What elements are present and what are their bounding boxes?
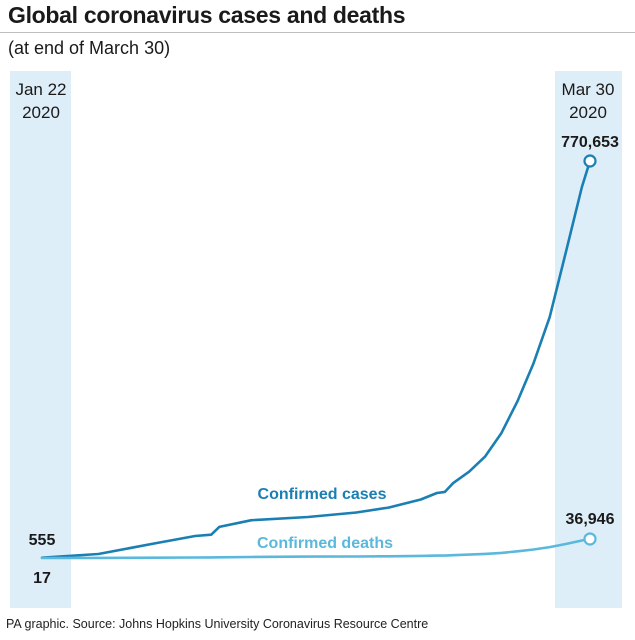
- deaths-end-marker: [583, 532, 597, 546]
- cases-end-marker: [583, 154, 597, 168]
- start-date-band: [10, 71, 71, 608]
- chart-title: Global coronavirus cases and deaths: [8, 2, 406, 28]
- source-note: PA graphic. Source: Johns Hopkins Univer…: [6, 617, 429, 631]
- confirmed-cases-label: Confirmed cases: [258, 486, 387, 503]
- cases-end-value: 770,653: [561, 134, 619, 151]
- start-date-month: Jan 22: [15, 80, 66, 99]
- end-date-month: Mar 30: [562, 80, 615, 99]
- deaths-end-value: 36,946: [566, 511, 615, 528]
- start-date-year: 2020: [22, 103, 60, 122]
- chart-subtitle: (at end of March 30): [8, 38, 171, 58]
- cases-start-value: 555: [29, 532, 56, 549]
- end-date-year: 2020: [569, 103, 607, 122]
- confirmed-deaths-line: [40, 537, 592, 560]
- deaths-start-value: 17: [33, 570, 51, 587]
- title-divider: [0, 32, 635, 33]
- confirmed-cases-line: [40, 159, 592, 559]
- confirmed-deaths-label: Confirmed deaths: [257, 535, 393, 552]
